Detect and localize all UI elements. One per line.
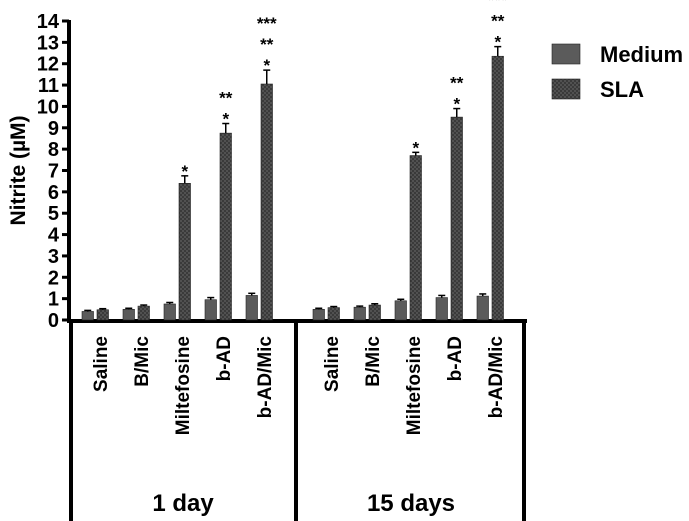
- x-tick-label: Miltefosine: [173, 336, 194, 435]
- bar-sla: [178, 183, 191, 321]
- bar-medium: [81, 311, 94, 321]
- bar-medium: [163, 303, 176, 321]
- x-tick-label: Miltefosine: [404, 336, 425, 435]
- y-tick-label: 9: [48, 118, 59, 140]
- group-label: 15 days: [367, 490, 455, 517]
- x-tick-label: b-AD: [445, 336, 466, 381]
- y-tick-label: 3: [48, 246, 59, 268]
- bar-medium: [204, 299, 217, 321]
- significance-label: *: [222, 110, 229, 129]
- bar-sla: [96, 309, 109, 321]
- significance-label: **: [491, 12, 505, 31]
- bar-sla: [368, 304, 381, 321]
- significance-label: *: [412, 138, 419, 157]
- significance-label: ***: [488, 0, 508, 10]
- y-tick-label: 8: [48, 139, 59, 161]
- legend-swatch-sla: [551, 78, 581, 100]
- y-tick-label: 12: [37, 54, 59, 76]
- y-axis-label: Nitrite (µM): [7, 115, 30, 225]
- y-tick-label: 11: [38, 75, 59, 97]
- x-tick-label: b-AD/Mic: [255, 336, 276, 419]
- bar-medium: [476, 295, 489, 321]
- y-tick-label: 2: [48, 267, 59, 289]
- bar-medium: [245, 295, 258, 321]
- x-tick-label: Saline: [322, 336, 343, 392]
- y-tick-label: 14: [37, 11, 60, 33]
- significance-label: **: [450, 74, 464, 93]
- bar-medium: [312, 309, 325, 321]
- x-tick-label: B/Mic: [363, 336, 384, 387]
- bar-medium: [353, 306, 366, 321]
- y-tick-label: 10: [37, 96, 59, 118]
- significance-label: *: [181, 162, 188, 181]
- significance-label: *: [453, 95, 460, 114]
- bar-sla: [137, 305, 150, 321]
- bar-sla: [450, 116, 463, 321]
- legend-swatch-medium: [551, 43, 581, 65]
- x-tick-label: b-AD: [214, 336, 235, 381]
- significance-label: *: [263, 56, 270, 75]
- x-tick-label: Saline: [91, 336, 112, 392]
- x-tick-label: B/Mic: [132, 336, 153, 387]
- y-tick-label: 5: [48, 203, 59, 225]
- significance-label: **: [260, 35, 274, 54]
- y-tick-label: 1: [48, 289, 59, 311]
- y-tick-label: 13: [37, 32, 59, 54]
- bar-sla: [327, 307, 340, 321]
- bar-sla: [219, 132, 232, 321]
- bar-sla: [260, 83, 273, 321]
- bar-sla: [491, 55, 504, 321]
- y-tick-label: 0: [48, 310, 59, 332]
- bar-medium: [122, 309, 135, 321]
- y-tick-label: 7: [48, 161, 59, 183]
- significance-label: *: [494, 33, 501, 52]
- significance-label: **: [219, 89, 233, 108]
- group-label: 1 day: [152, 490, 214, 517]
- y-tick-label: 4: [48, 225, 60, 247]
- x-tick-label: b-AD/Mic: [486, 336, 507, 419]
- legend-label: Medium: [600, 42, 683, 67]
- bar-medium: [394, 300, 407, 321]
- significance-label: ***: [257, 14, 277, 33]
- y-tick-label: 6: [48, 182, 59, 204]
- bar-sla: [409, 155, 422, 321]
- legend-label: SLA: [600, 77, 644, 102]
- bar-medium: [435, 297, 448, 321]
